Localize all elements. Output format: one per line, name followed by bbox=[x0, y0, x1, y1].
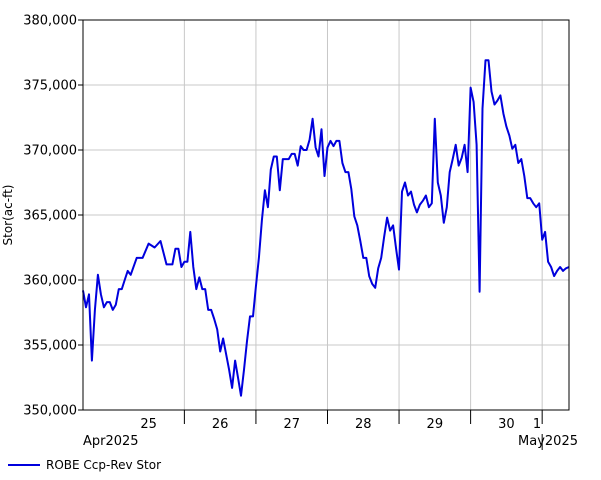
y-tick-label: 370,000 bbox=[23, 144, 77, 159]
x-day-label: 26 bbox=[212, 417, 229, 432]
plot-frame bbox=[82, 19, 570, 411]
x-day-label: 25 bbox=[140, 417, 157, 432]
y-axis-ticks: 350,000 355,000 360,000 365,000 370,000 375,0… bbox=[23, 14, 83, 419]
legend: ROBE Ccp-Rev Stor bbox=[8, 458, 161, 472]
x-day-label: 30 bbox=[498, 417, 515, 432]
y-tick-label: 380,000 bbox=[23, 14, 77, 29]
y-tick-label: 355,000 bbox=[23, 339, 77, 354]
series-line-0 bbox=[82, 59, 570, 397]
series-layer bbox=[82, 59, 570, 397]
x-day-label: 27 bbox=[283, 417, 300, 432]
x-day-label: 29 bbox=[427, 417, 444, 432]
x-day-label: 28 bbox=[355, 417, 372, 432]
x-month-label: Apr2025 bbox=[83, 434, 139, 449]
y-tick-label: 365,000 bbox=[23, 209, 77, 224]
y-tick-label: 360,000 bbox=[23, 274, 77, 289]
x-axis: 25 26 27 28 29 30 1 Apr2025 May2025 bbox=[83, 410, 578, 450]
grid bbox=[83, 19, 569, 411]
x-month-label: May2025 bbox=[518, 434, 578, 449]
x-day-label: 1 bbox=[533, 417, 541, 432]
y-tick-label: 350,000 bbox=[23, 404, 77, 419]
legend-label-robe: ROBE Ccp-Rev Stor bbox=[46, 458, 161, 472]
y-axis-label: Stor(ac-ft) bbox=[1, 185, 15, 246]
y-tick-label: 375,000 bbox=[23, 79, 77, 94]
